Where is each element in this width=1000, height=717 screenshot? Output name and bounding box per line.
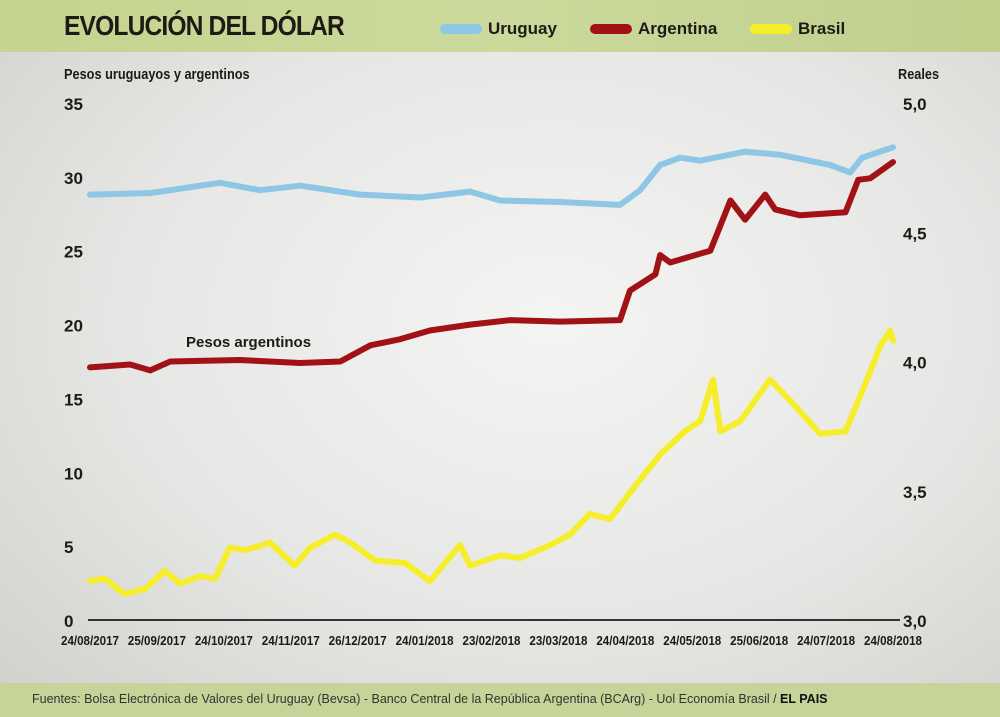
legend-label: Argentina — [638, 19, 718, 38]
right-axis-label: Reales — [898, 66, 940, 83]
series-line-uruguay — [87, 144, 896, 208]
footer-band — [0, 683, 1000, 717]
annotation-pesos-argentinos: Pesos argentinos — [186, 334, 311, 351]
legend-brasil: Brasil — [750, 19, 845, 39]
x-tick-label: 25/09/2017 — [128, 634, 186, 648]
x-tick-label: 24/10/2017 — [195, 634, 253, 648]
y-left-tick-label: 20 — [64, 317, 83, 336]
series-line-argentina — [87, 159, 896, 374]
y-left-tick-label: 35 — [64, 95, 83, 114]
y-right-tick-label: 3,5 — [903, 483, 927, 502]
left-axis-label: Pesos uruguayos y argentinos — [64, 66, 250, 83]
legend-label: Uruguay — [488, 19, 557, 38]
sources-text: Fuentes: Bolsa Electrónica de Valores de… — [32, 692, 781, 706]
x-tick-label: 23/03/2018 — [529, 634, 587, 648]
y-left-tick-label: 10 — [64, 464, 83, 483]
y-left-tick-label: 0 — [64, 612, 73, 631]
chart-title: EVOLUCIÓN DEL DÓLAR — [64, 10, 345, 41]
legend-label: Brasil — [798, 19, 846, 38]
y-left-tick-label: 25 — [64, 243, 83, 262]
x-tick-label: 24/01/2018 — [396, 634, 454, 648]
legend-swatch — [440, 24, 482, 34]
y-right-tick-label: 3,0 — [903, 612, 927, 631]
legend-swatch — [590, 24, 632, 34]
y-right-tick-label: 5,0 — [903, 95, 927, 114]
x-tick-label: 23/02/2018 — [463, 634, 521, 648]
x-tick-label: 24/11/2017 — [262, 634, 320, 648]
legend-swatch — [750, 24, 792, 34]
x-tick-label: 26/12/2017 — [329, 634, 387, 648]
x-tick-label: 24/08/2018 — [864, 634, 922, 648]
x-tick-label: 24/05/2018 — [663, 634, 721, 648]
y-right-tick-label: 4,5 — [903, 224, 927, 243]
brand-text: EL PAIS — [780, 692, 828, 706]
x-tick-label: 24/08/2017 — [61, 634, 119, 648]
x-tick-label: 24/04/2018 — [596, 634, 654, 648]
series-line-brasil — [87, 327, 896, 598]
y-left-tick-label: 5 — [64, 538, 73, 557]
y-left-tick-label: 15 — [64, 390, 83, 409]
x-tick-label: 24/07/2018 — [797, 634, 855, 648]
y-right-tick-label: 4,0 — [903, 354, 927, 373]
x-tick-label: 25/06/2018 — [730, 634, 788, 648]
footer-sources: Fuentes: Bolsa Electrónica de Valores de… — [32, 692, 828, 706]
header-band — [0, 0, 1000, 52]
legend-uruguay: Uruguay — [440, 19, 557, 39]
y-left-tick-label: 30 — [64, 169, 83, 188]
legend-argentina: Argentina — [590, 19, 717, 39]
